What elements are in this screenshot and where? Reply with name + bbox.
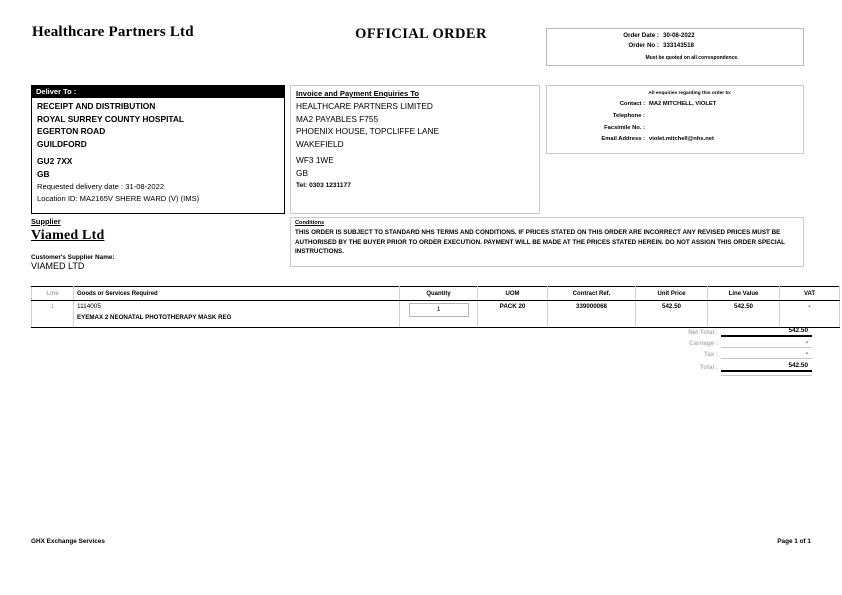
totals-section: Net Total : 542.50 Carriage : - Tax : - … — [660, 326, 812, 376]
requested-delivery-date: Requested delivery date : 31-08-2022 — [37, 181, 165, 191]
telephone-label: Telephone : — [612, 112, 645, 119]
cell-uom: PACK 20 — [477, 300, 548, 328]
column-header-line: Line — [31, 286, 74, 301]
email-value: violet.mitchell@nhs.net — [649, 136, 714, 143]
contact-row-email: Email Address : violet.mitchell@nhs.net — [547, 137, 803, 143]
order-no-label: Order No : — [628, 42, 659, 50]
line-items-table: Line Goods or Services Required Quantity… — [31, 286, 840, 328]
totals-underline — [721, 374, 812, 376]
deliver-to-body: RECEIPT AND DISTRIBUTION ROYAL SURREY CO… — [32, 98, 284, 208]
table-header-row: Line Goods or Services Required Quantity… — [31, 286, 840, 301]
total-row-tax: Tax : - — [660, 348, 812, 359]
invoice-line: PHOENIX HOUSE, TOPCLIFFE LANE — [296, 126, 440, 137]
invoice-line: MA2 PAYABLES F755 — [296, 113, 379, 124]
deliver-to-line: ROYAL SURREY COUNTY HOSPITAL — [37, 113, 185, 124]
cell-quantity: 1 — [399, 300, 478, 328]
column-header-uom: UOM — [477, 286, 548, 301]
deliver-to-postcode: GU2 7XX — [37, 156, 73, 167]
column-header-line-value: Line Value — [707, 286, 780, 301]
customer-supplier-label: Customer's Supplier Name: — [31, 254, 115, 261]
order-no-row: Order No : 333143518 — [547, 42, 803, 50]
column-header-quantity: Quantity — [399, 286, 478, 301]
contact-label: Contact : — [619, 101, 645, 107]
invoice-line: WAKEFIELD — [296, 138, 344, 149]
order-date-value: 30-08-2022 — [663, 32, 695, 39]
net-total-value: 542.50 — [721, 327, 812, 337]
conditions-text: THIS ORDER IS SUBJECT TO STANDARD NHS TE… — [295, 229, 785, 256]
table-row: 1 1114005 EYEMAX 2 NEONATAL PHOTOTHERAPY… — [31, 300, 840, 328]
tax-value: - — [721, 350, 812, 359]
order-date-label: Order Date : — [623, 32, 659, 39]
cell-contract-ref: 339000068 — [547, 300, 636, 328]
supplier-name: Viamed Ltd — [31, 228, 105, 243]
column-header-vat: VAT — [779, 286, 840, 301]
order-date-row: Order Date : 30-08-2022 — [547, 32, 803, 39]
company-name: Healthcare Partners Ltd — [32, 24, 194, 40]
cell-goods-description: 1114005 EYEMAX 2 NEONATAL PHOTOTHERAPY M… — [73, 300, 400, 328]
telephone-value — [647, 114, 649, 120]
invoice-country: GB — [296, 167, 308, 178]
invoice-enquiries-body: HEALTHCARE PARTNERS LIMITED MA2 PAYABLES… — [296, 100, 534, 192]
deliver-to-line: EGERTON ROAD — [37, 126, 106, 137]
column-header-goods: Goods or Services Required — [73, 286, 400, 301]
document-title: OFFICIAL ORDER — [355, 26, 487, 42]
conditions-heading: Conditions — [295, 220, 325, 226]
conditions-box: Conditions THIS ORDER IS SUBJECT TO STAN… — [290, 217, 804, 267]
order-note: Must be quoted on all correspondence. — [645, 55, 739, 62]
grand-total-label: Total : — [699, 364, 718, 371]
item-description: EYEMAX 2 NEONATAL PHOTOTHERAPY MASK REG — [77, 314, 232, 321]
contact-enquiries-box: All enquiries regarding this order to: C… — [546, 85, 804, 154]
column-header-contract-ref: Contract Ref. — [547, 286, 636, 301]
contact-row-facsimile: Facsimile No. : — [547, 124, 803, 132]
contact-row-telephone: Telephone : — [547, 112, 803, 120]
cell-vat: - — [779, 300, 840, 328]
total-row-carriage: Carriage : - — [660, 337, 812, 348]
invoice-postcode: WF3 1WE — [296, 155, 334, 166]
quantity-input[interactable]: 1 — [408, 303, 469, 317]
total-row-net: Net Total : 542.50 — [660, 326, 812, 337]
supplier-label: Supplier — [31, 217, 61, 226]
invoice-line: HEALTHCARE PARTNERS LIMITED — [296, 101, 433, 111]
total-row-grand: Total : 542.50 — [660, 361, 812, 372]
deliver-to-line: GUILDFORD — [37, 138, 87, 149]
invoice-enquiries-heading: Invoice and Payment Enquiries To — [296, 89, 420, 98]
deliver-to-country: GB — [37, 168, 50, 179]
contact-row-contact: Contact : MA2 MITCHELL, VIOLET — [547, 101, 803, 108]
email-label: Email Address : — [601, 136, 645, 143]
facsimile-label: Facsimile No. : — [604, 124, 645, 131]
footer-service-name: GHX Exchange Services — [31, 538, 105, 545]
tax-label: Tax : — [704, 351, 718, 358]
invoice-telephone: Tel: 0303 1231177 — [296, 181, 351, 189]
carriage-label: Carriage : — [689, 340, 718, 347]
order-info-box: Order Date : 30-08-2022 Order No : 33314… — [546, 28, 804, 66]
contact-note: All enquiries regarding this order to: — [648, 91, 732, 96]
grand-total-value: 542.50 — [721, 362, 812, 372]
column-header-unit-price: Unit Price — [635, 286, 708, 301]
deliver-to-line: RECEIPT AND DISTRIBUTION — [37, 101, 156, 111]
footer-page-number: Page 1 of 1 — [777, 538, 811, 545]
customer-supplier-name: VIAMED LTD — [31, 261, 85, 271]
cell-unit-price: 542.50 — [635, 300, 708, 328]
facsimile-value — [647, 126, 649, 132]
item-code: 1114005 — [77, 303, 101, 310]
cell-line-number: 1 — [31, 300, 74, 328]
invoice-enquiries-box: Invoice and Payment Enquiries To HEALTHC… — [290, 85, 540, 214]
deliver-to-box: Deliver To : RECEIPT AND DISTRIBUTION RO… — [31, 85, 285, 214]
contact-value: MA2 MITCHELL, VIOLET — [649, 101, 717, 107]
location-id: Location ID: MA2165V SHERE WARD (V) (IMS… — [37, 194, 200, 204]
net-total-label: Net Total : — [688, 329, 718, 336]
order-no-value: 333143518 — [663, 42, 694, 50]
carriage-value: - — [721, 339, 812, 348]
deliver-to-heading: Deliver To : — [32, 86, 284, 98]
supplier-section: Supplier Viamed Ltd Customer's Supplier … — [31, 217, 285, 271]
cell-line-value: 542.50 — [707, 300, 780, 328]
